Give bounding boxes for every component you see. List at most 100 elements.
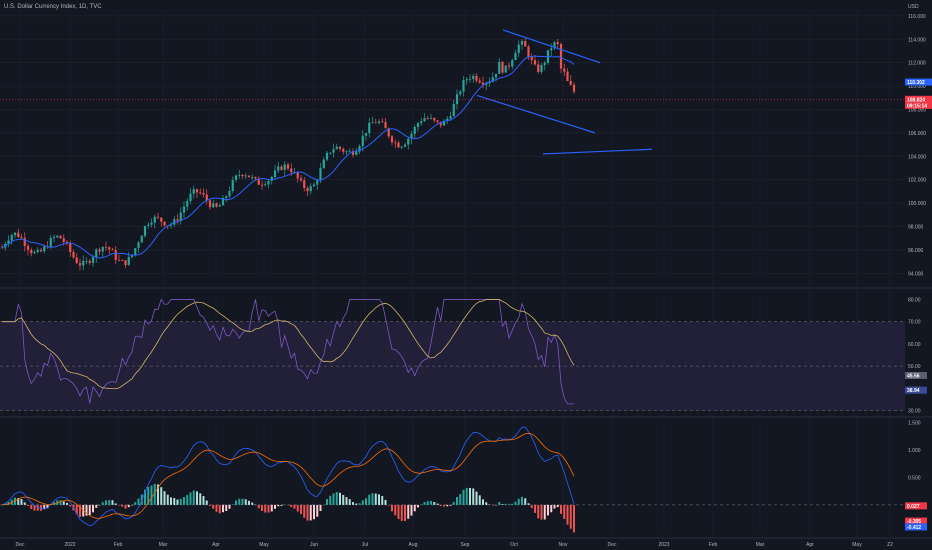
macd-histogram-bar bbox=[381, 496, 384, 505]
candle-body bbox=[62, 238, 65, 242]
candle-body bbox=[156, 216, 160, 218]
x-tick-label: Nov bbox=[559, 542, 568, 548]
candle-body bbox=[82, 260, 85, 266]
candle-body bbox=[533, 60, 537, 65]
candle-body bbox=[225, 196, 228, 199]
candle-body bbox=[433, 117, 436, 121]
candle-body bbox=[348, 151, 351, 153]
candle-body bbox=[449, 116, 452, 119]
candle-body bbox=[491, 77, 494, 82]
macd-histogram-bar bbox=[384, 499, 387, 505]
macd-histogram-bar bbox=[43, 504, 46, 510]
macd-histogram-bar bbox=[144, 489, 146, 505]
macd-histogram-bar bbox=[30, 504, 33, 510]
candle-body bbox=[520, 40, 524, 45]
macd-histogram-bar bbox=[439, 504, 442, 507]
candle-body bbox=[179, 212, 182, 221]
candle-body bbox=[481, 82, 485, 85]
macd-histogram-bar bbox=[452, 501, 455, 505]
candle-body bbox=[413, 126, 416, 134]
macd-histogram-bar bbox=[296, 504, 299, 512]
time-axis: Dec 2022 Feb Mar Apr May Jun Jul Aug Sep Oct Nov Dec… bbox=[16, 542, 894, 548]
candle-body bbox=[530, 56, 533, 61]
price-badge-text: 110.302 bbox=[907, 80, 925, 86]
rsi-pane[interactable] bbox=[2, 298, 575, 405]
candle-body bbox=[504, 65, 507, 73]
candle-body bbox=[371, 122, 374, 124]
candle-body bbox=[114, 250, 117, 260]
rsi-tick-label: 50.00 bbox=[908, 364, 921, 370]
macd-histogram-bar bbox=[192, 490, 195, 505]
macd-histogram-bar bbox=[400, 504, 403, 521]
candle-body bbox=[309, 186, 312, 192]
candle-body bbox=[459, 91, 462, 95]
price-tick-label: 112.000 bbox=[908, 61, 926, 67]
macd-histogram-bar bbox=[316, 504, 319, 517]
macd-histogram-bar bbox=[342, 494, 345, 505]
price-badge-text: 108.824 bbox=[907, 97, 925, 103]
x-tick-label: Dec bbox=[608, 542, 617, 548]
grid-lines bbox=[0, 10, 932, 539]
macd-histogram-bar bbox=[209, 504, 211, 506]
macd-histogram-bar bbox=[459, 494, 462, 505]
macd-badge-text: -0.305 bbox=[907, 519, 921, 525]
macd-histogram-bar bbox=[514, 501, 517, 505]
macd-histogram-bar bbox=[157, 484, 159, 505]
candle-body bbox=[338, 146, 342, 149]
macd-histogram-bar bbox=[134, 502, 137, 505]
macd-histogram-bar bbox=[264, 504, 267, 513]
macd-histogram-bar bbox=[508, 504, 510, 506]
candle-body bbox=[264, 184, 267, 186]
macd-histogram-bar bbox=[443, 504, 445, 507]
price-pane[interactable] bbox=[0, 29, 905, 271]
candle-body bbox=[153, 216, 156, 223]
price-badge bbox=[905, 95, 932, 109]
price-tick-label: 110.000 bbox=[908, 84, 926, 90]
candle-body bbox=[95, 249, 98, 258]
candle-body bbox=[472, 75, 475, 79]
candle-body bbox=[387, 128, 390, 137]
macd-histogram-bar bbox=[410, 504, 413, 516]
candle-body bbox=[514, 52, 517, 61]
candle-body bbox=[423, 118, 426, 122]
candle-body bbox=[56, 235, 59, 238]
candle-body bbox=[507, 65, 511, 67]
rsi-tick-label: 60.00 bbox=[908, 342, 921, 348]
candle-body bbox=[134, 248, 137, 255]
macd-tick-label: 1.000 bbox=[908, 448, 921, 454]
macd-histogram-bar bbox=[17, 498, 20, 505]
macd-histogram-bar bbox=[456, 497, 458, 505]
price-tick-label: 100.000 bbox=[908, 201, 926, 207]
macd-histogram-bar bbox=[199, 493, 202, 505]
macd-histogram-bar bbox=[374, 493, 377, 505]
candle-body bbox=[426, 118, 429, 120]
candle-body bbox=[30, 249, 33, 254]
candle-body bbox=[176, 219, 179, 221]
candle-body bbox=[277, 166, 280, 171]
candle-body bbox=[559, 44, 563, 69]
macd-histogram-bar bbox=[14, 497, 16, 505]
macd-pane[interactable] bbox=[0, 426, 905, 533]
macd-histogram-bar bbox=[404, 504, 406, 521]
macd-histogram-bar bbox=[114, 503, 117, 505]
candle-body bbox=[361, 135, 364, 147]
macd-histogram-bar bbox=[498, 502, 501, 505]
macd-histogram-bar bbox=[339, 492, 341, 505]
candle-body bbox=[322, 159, 325, 169]
candle-body bbox=[319, 168, 322, 181]
macd-histogram-bar bbox=[131, 504, 133, 506]
x-tick-label: Sep bbox=[461, 542, 470, 548]
candle-body bbox=[397, 142, 400, 148]
macd-histogram-bar bbox=[397, 504, 400, 520]
candle-body bbox=[517, 44, 520, 53]
macd-histogram-bar bbox=[423, 502, 426, 505]
trendline bbox=[476, 94, 596, 134]
macd-histogram-bar bbox=[46, 504, 49, 509]
candle-body bbox=[20, 236, 23, 238]
macd-histogram-bar bbox=[365, 498, 367, 505]
candle-body bbox=[23, 237, 26, 246]
candle-body bbox=[290, 168, 293, 173]
candle-body bbox=[273, 170, 277, 177]
